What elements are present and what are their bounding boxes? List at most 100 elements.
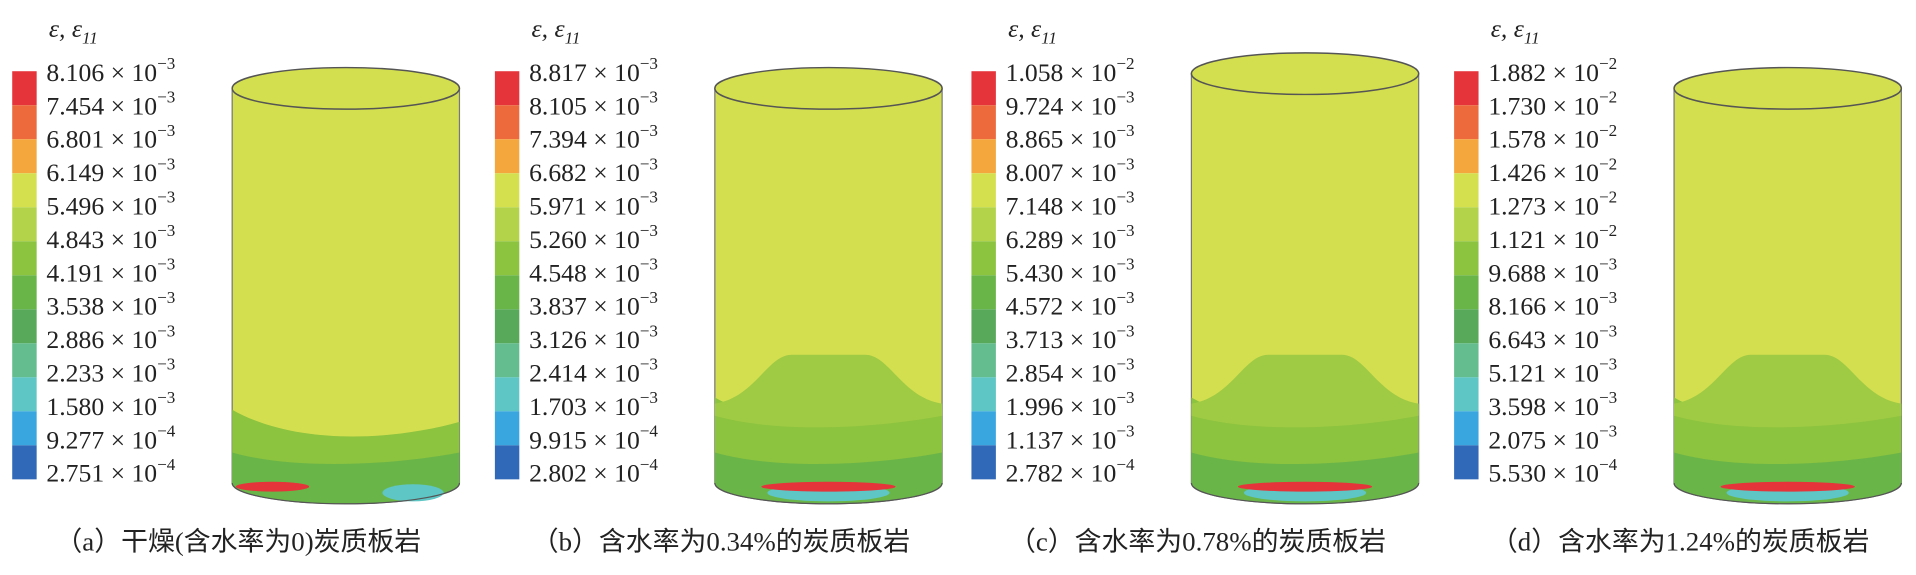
legend-label: 3.837 × 10−3 [529,288,658,321]
legend-swatch [1454,411,1479,446]
legend-label-base: 8.106 × 10 [46,58,157,87]
legend-label: 5.496 × 10−3 [46,188,175,221]
legend-swatch [1454,105,1479,140]
legend-label-base: 4.191 × 10 [46,258,157,287]
legend-label-exp: −4 [640,421,659,440]
legend-label-base: 1.580 × 10 [46,392,157,421]
legend-label-base: 1.730 × 10 [1488,91,1599,120]
legend-label: 1.426 × 10−2 [1488,154,1617,187]
legend-label-base: 3.598 × 10 [1488,392,1599,421]
legend-label: 2.233 × 10−3 [46,355,175,388]
legend-label-base: 9.915 × 10 [529,425,640,454]
legend-label: 6.289 × 10−3 [1006,221,1135,254]
legend-label-exp: −3 [157,321,175,340]
legend-label-base: 6.149 × 10 [46,158,157,187]
legend-swatch [494,105,520,140]
legend-label-base: 6.801 × 10 [46,125,157,154]
legend-label-exp: −4 [1116,455,1135,474]
legend-label-exp: −3 [1599,288,1617,307]
legend-label: 1.996 × 10−3 [1006,388,1135,421]
cylinder-bottom-edge [231,482,461,505]
legend-swatch [12,173,37,208]
legend-label-base: 9.724 × 10 [1006,91,1117,120]
legend-label-exp: −2 [1599,221,1617,240]
legend-label: 5.971 × 10−3 [529,188,658,221]
legend-label-exp: −3 [157,54,175,73]
legend-label-base: 1.996 × 10 [1006,392,1117,421]
legend-label: 6.149 × 10−3 [46,154,175,187]
legend-swatch [971,71,996,106]
legend-label-exp: −2 [1599,54,1617,73]
legend-swatch [494,71,520,106]
legend-label-base: 2.782 × 10 [1006,459,1117,488]
legend-swatch [12,241,37,276]
legend-label-exp: −2 [1599,154,1617,173]
cylinder-top [1673,66,1903,110]
legend-label-exp: −2 [1599,87,1617,106]
cylinder-top [1190,52,1420,96]
legend-label-base: 2.233 × 10 [46,358,157,387]
legend-label-base: 5.971 × 10 [529,191,640,220]
legend-label-exp: −3 [157,254,175,273]
legend-label: 1.121 × 10−2 [1488,221,1617,254]
legend-label-base: 1.578 × 10 [1488,125,1599,154]
legend-label-exp: −2 [1599,188,1617,207]
legend-swatch [12,105,37,140]
legend-swatch [971,139,996,174]
legend-title-sub: 11 [565,28,581,47]
legend-swatch [1454,309,1479,344]
caption: （c）含水率为0.78%的炭质板岩 [1009,526,1386,556]
legend-title-sub: 11 [1041,28,1057,47]
legend-label-exp: −4 [1599,455,1618,474]
cylinder-bottom-edge [714,482,943,505]
legend-label-exp: −2 [1599,121,1617,140]
legend-label-exp: −3 [157,154,175,173]
legend-swatch [1454,275,1479,310]
legend-label-base: 7.148 × 10 [1006,191,1117,220]
legend-label: 2.802 × 10−4 [529,455,658,488]
legend-swatch [971,377,996,412]
legend-label-exp: −3 [1599,388,1617,407]
legend-swatch [494,139,520,174]
legend-title: ε, ε11 [532,14,581,48]
legend-swatch [494,241,520,276]
legend-title-main: ε, ε [532,14,566,43]
legend-label-exp: −2 [1116,54,1134,73]
legend-label-base: 5.496 × 10 [46,191,157,220]
legend-label-base: 7.394 × 10 [529,125,640,154]
legend-label-exp: −3 [157,221,175,240]
legend-label-exp: −3 [1116,154,1134,173]
legend-label: 9.915 × 10−4 [529,421,658,454]
legend-swatch [971,411,996,446]
legend-swatch [494,309,520,344]
legend-label-exp: −3 [1116,355,1134,374]
legend-label: 4.843 × 10−3 [46,221,175,254]
legend-label-exp: −3 [1116,321,1134,340]
legend-swatch [494,275,520,310]
legend-label-base: 2.886 × 10 [46,325,157,354]
legend-label-exp: −3 [157,188,175,207]
legend-swatch [1454,241,1479,276]
legend-label: 8.007 × 10−3 [1006,154,1135,187]
legend-label-exp: −3 [640,54,658,73]
legend-label-base: 6.682 × 10 [529,158,640,187]
legend-label-exp: −4 [157,421,176,440]
caption: （d）含水率为1.24%的炭质板岩 [1491,526,1869,556]
legend-label: 2.886 × 10−3 [46,321,175,354]
legend-label-base: 1.058 × 10 [1006,58,1117,87]
cylinder-top [231,66,461,110]
legend-label: 1.580 × 10−3 [46,388,175,421]
legend-title-main: ε, ε [1008,14,1042,43]
legend-title-sub: 11 [82,28,98,47]
legend-label-base: 1.121 × 10 [1488,225,1599,254]
legend-label-base: 1.703 × 10 [529,392,640,421]
legend-label-base: 2.854 × 10 [1006,358,1117,387]
legend-label-exp: −3 [640,254,658,273]
legend-label: 1.273 × 10−2 [1488,188,1617,221]
legend-label: 7.394 × 10−3 [529,121,658,154]
legend-label-exp: −3 [1116,388,1134,407]
legend-label-exp: −3 [1599,321,1617,340]
strain-zone-mid [1674,354,1902,428]
legend-title: ε, ε11 [1491,14,1540,48]
